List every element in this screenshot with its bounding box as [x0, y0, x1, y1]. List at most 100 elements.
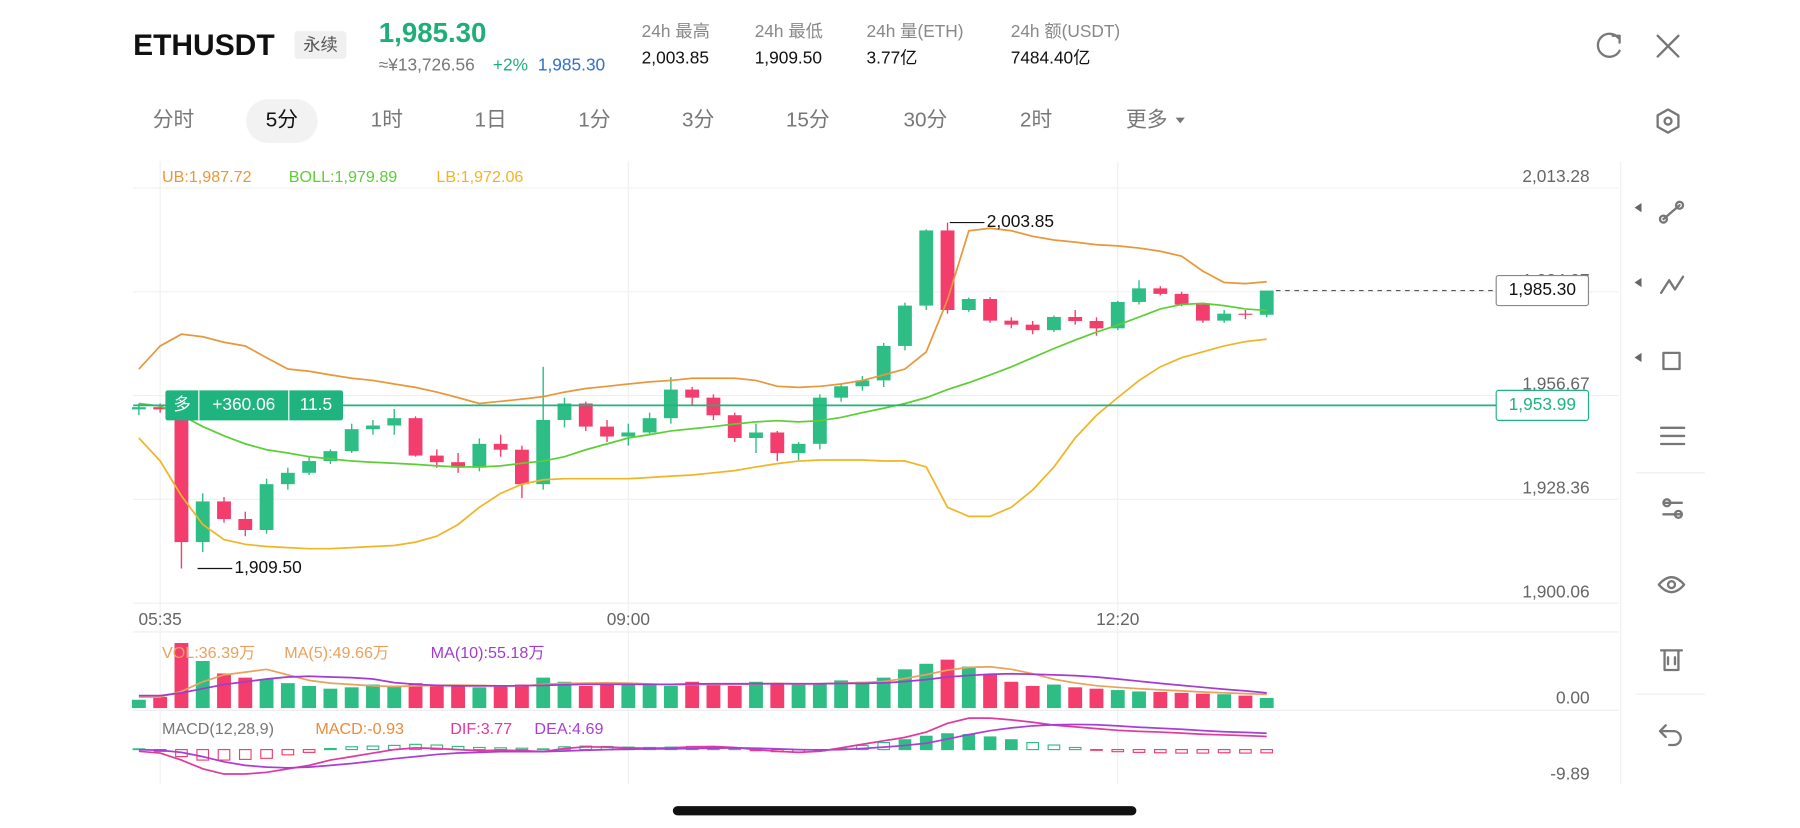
y-tick-label: 1,900.06 [1522, 581, 1589, 601]
candle-body [1195, 304, 1210, 321]
macd-hist-label: MACD:-0.93 [315, 720, 404, 738]
volume-bar [855, 681, 870, 709]
y-tick-label: -9.89 [1550, 764, 1589, 784]
volume-bar [451, 685, 466, 709]
candle-body [727, 415, 742, 438]
icon [1666, 580, 1677, 590]
volume-bar [770, 683, 785, 709]
timeframe-tab[interactable]: 3分 [682, 109, 714, 132]
timeframe-tab[interactable]: 1时 [371, 109, 403, 132]
symbol: ETHUSDT [133, 29, 275, 62]
position-size: 11.5 [300, 394, 332, 414]
macd-bar [281, 749, 295, 756]
change: +2% [493, 54, 528, 74]
tool-visibility[interactable] [1657, 576, 1686, 594]
volume-ma-label: MA(10):55.18万 [431, 644, 545, 662]
volume-bar [834, 680, 849, 709]
tool-params[interactable] [1659, 426, 1686, 446]
candle-body [855, 380, 870, 387]
last-price: 1,985.30 [379, 17, 487, 48]
close-button[interactable] [1656, 34, 1680, 58]
candle-body [621, 432, 636, 437]
stat-label: 24h 最高 [642, 21, 710, 41]
macd-bar [1175, 749, 1188, 754]
volume-bar [1047, 684, 1061, 709]
indicator-label: BOLL:1,979.89 [289, 168, 398, 186]
macd-bar [728, 748, 742, 751]
candle-body [1110, 301, 1125, 329]
timeframe-tab[interactable]: 1日 [474, 109, 506, 132]
candle-body [1238, 313, 1253, 315]
macd-bar [1047, 744, 1061, 751]
indicator-label: LB:1,972.06 [436, 168, 523, 186]
candle-body [578, 403, 593, 427]
icon [1658, 724, 1682, 747]
stat-value: 3.77亿 [867, 47, 918, 67]
tool-wave[interactable] [1659, 275, 1685, 295]
candle-body [1132, 288, 1146, 302]
timeframe-tab[interactable]: 分时 [153, 109, 195, 132]
candle-body [195, 501, 210, 543]
volume-bar [663, 685, 678, 709]
macd-bar [1239, 749, 1252, 754]
candle-body [749, 432, 763, 438]
macd-bar [217, 749, 231, 761]
volume-bar [1068, 687, 1083, 709]
volume-ma-label: MA(5):49.66万 [284, 644, 389, 662]
macd-bar [238, 749, 252, 760]
low-marker-label: 1,909.50 [234, 557, 301, 577]
y-tick-label: 1,956.67 [1522, 374, 1589, 394]
macd-bar [1005, 739, 1018, 751]
volume-ma-line [138, 672, 1267, 697]
tool-line[interactable] [1658, 200, 1685, 224]
candle-body [557, 403, 572, 421]
candle-body [174, 407, 189, 543]
volume-bar [983, 674, 997, 709]
x-tick-label: 09:00 [607, 609, 650, 629]
y-tick-label: 2,013.28 [1522, 166, 1589, 186]
candle-body [1004, 320, 1019, 325]
macd-bar [409, 743, 422, 751]
macd-bar [1260, 749, 1274, 754]
candle-body [1089, 321, 1104, 329]
macd-bar [260, 749, 273, 759]
macd-bar [1196, 749, 1210, 754]
refresh-button[interactable] [1596, 32, 1621, 58]
timeframe-tab[interactable]: 30分 [903, 109, 947, 132]
expand-arrows [1634, 202, 1642, 363]
icon [1662, 498, 1672, 508]
tool-undo[interactable] [1658, 724, 1682, 747]
timeframe-tab[interactable]: 15分 [786, 109, 830, 132]
boll-line [138, 338, 1267, 550]
candle-body [408, 418, 423, 456]
stat-label: 24h 量(ETH) [867, 21, 964, 41]
candle-body [1025, 324, 1040, 331]
timeframe-tab[interactable]: 2时 [1020, 109, 1052, 132]
tag-bg [294, 31, 347, 59]
timeframe-tab[interactable]: 更多 [1126, 109, 1168, 132]
contract-tag: 永续 [303, 35, 338, 55]
tool-shape[interactable] [1662, 351, 1681, 371]
last-price-box [1495, 275, 1590, 307]
volume-bar [876, 677, 891, 709]
volume-bar [1153, 692, 1168, 709]
candle-body [323, 451, 338, 462]
timeframe-tab[interactable]: 5分 [266, 109, 298, 132]
settings-button[interactable] [1656, 108, 1680, 134]
candle-body [1068, 316, 1083, 322]
tool-toggle[interactable] [1662, 498, 1684, 519]
position-badge[interactable] [165, 390, 344, 421]
volume-bar [1174, 692, 1189, 709]
candle-body [1153, 288, 1168, 294]
cny-price: ≈¥13,726.56 [379, 54, 475, 74]
candle-body [472, 443, 487, 468]
candle-body [429, 455, 444, 463]
stat-value: 7484.40亿 [1011, 47, 1091, 67]
candle-body [983, 299, 997, 321]
macd-bar [345, 746, 359, 751]
macd-bar [1111, 749, 1125, 753]
tool-delete[interactable] [1659, 649, 1684, 672]
timeframe-tab[interactable]: 1分 [578, 109, 610, 132]
